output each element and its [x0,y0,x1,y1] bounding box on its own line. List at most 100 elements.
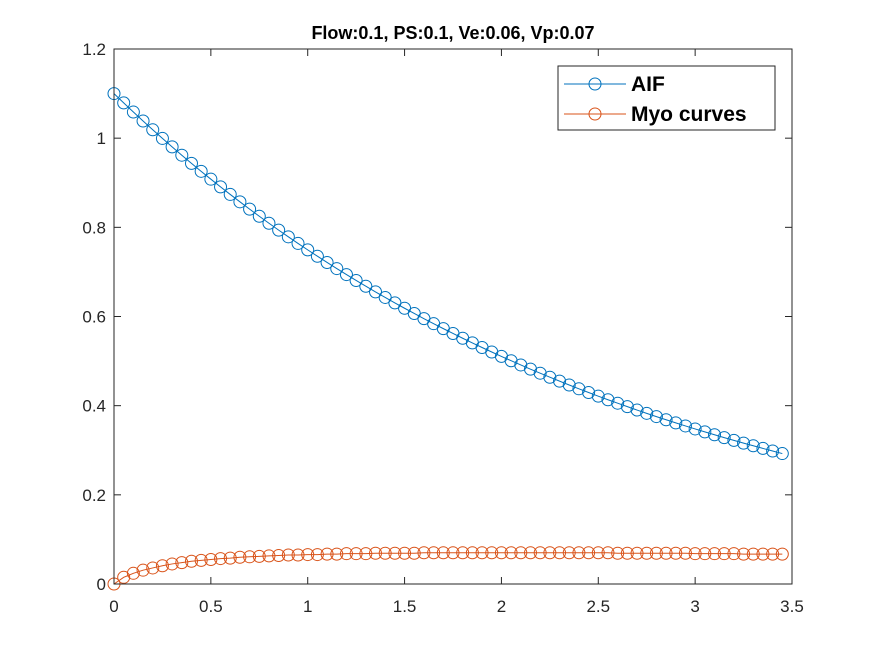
data-point-aif [591,389,605,403]
data-point-aif [330,262,344,276]
data-point-myo-curves [669,546,683,560]
data-point-aif [301,243,315,257]
data-point-myo-curves [630,546,644,560]
data-point-aif [320,255,334,269]
data-point-myo-curves [562,546,576,560]
data-point-aif [291,236,305,250]
data-point-myo-curves [126,566,140,580]
data-point-aif [533,366,547,380]
data-point-myo-curves [708,547,722,561]
y-tick-label: 0.8 [82,218,106,237]
data-point-myo-curves [310,548,324,562]
data-point-aif [756,441,770,455]
x-tick-label: 0 [109,597,118,616]
data-point-myo-curves [688,547,702,561]
data-point-myo-curves [504,546,518,560]
data-point-aif [223,187,237,201]
plot-area [114,49,792,584]
data-point-aif [582,386,596,400]
data-point-myo-curves [349,547,363,561]
data-point-myo-curves [543,546,557,560]
data-point-aif [369,285,383,299]
data-point-myo-curves [233,550,247,564]
data-point-myo-curves [398,546,412,560]
data-point-myo-curves [330,547,344,561]
x-tick-label: 1 [303,597,312,616]
y-tick-label: 1 [97,129,106,148]
y-tick-label: 0.6 [82,308,106,327]
data-point-myo-curves [388,546,402,560]
data-point-myo-curves [146,561,160,575]
x-tick-label: 2 [497,597,506,616]
data-point-myo-curves [465,546,479,560]
legend-marker-aif [588,77,602,91]
legend-marker-myo [588,107,602,121]
data-point-myo-curves [262,549,276,563]
data-point-myo-curves [475,546,489,560]
data-point-myo-curves [717,547,731,561]
x-tick-label: 1.5 [393,597,417,616]
data-point-myo-curves [223,551,237,565]
data-point-aif [204,172,218,186]
data-point-aif [649,410,663,424]
data-point-aif [184,156,198,170]
legend-label-aif: AIF [631,73,665,96]
series-layer [107,87,789,591]
data-point-myo-curves [369,546,383,560]
data-point-myo-curves [243,550,257,564]
data-point-myo-curves [649,546,663,560]
data-point-aif [165,140,179,154]
data-point-aif [737,436,751,450]
data-point-myo-curves [291,548,305,562]
legend-box [557,65,776,131]
data-point-aif [562,378,576,392]
data-point-aif [678,419,692,433]
y-tick-label: 0.4 [82,397,106,416]
data-point-aif [708,428,722,442]
data-point-aif [766,444,780,458]
data-point-myo-curves [427,546,441,560]
data-point-myo-curves [523,546,537,560]
x-tick-label: 3 [690,597,699,616]
data-point-aif [601,393,615,407]
data-point-myo-curves [117,570,131,584]
data-point-aif [659,413,673,427]
data-point-myo-curves [184,554,198,568]
data-point-myo-curves [659,546,673,560]
x-tick-label: 0.5 [199,597,223,616]
data-point-aif [553,374,567,388]
data-point-myo-curves [494,546,508,560]
data-point-aif [543,370,557,384]
data-point-myo-curves [155,559,169,573]
data-point-myo-curves [204,552,218,566]
data-point-myo-curves [359,547,373,561]
data-point-aif [146,123,160,137]
data-point-aif [727,433,741,447]
data-point-aif [523,362,537,376]
data-point-aif [572,382,586,396]
data-point-myo-curves [272,548,286,562]
data-point-myo-curves [582,546,596,560]
data-point-aif [272,223,286,237]
legend-label-myo: Myo curves [631,103,747,126]
data-point-myo-curves [737,547,751,561]
data-point-myo-curves [214,552,228,566]
data-point-aif [717,431,731,445]
data-point-myo-curves [601,546,615,560]
data-point-myo-curves [727,547,741,561]
data-point-aif [620,400,634,414]
x-tick-label: 3.5 [780,597,804,616]
data-point-aif [611,396,625,410]
data-point-aif [688,422,702,436]
data-point-myo-curves [620,546,634,560]
data-point-aif [262,216,276,230]
data-point-aif [746,439,760,453]
data-point-myo-curves [301,548,315,562]
data-point-aif [136,114,150,128]
data-point-myo-curves [591,546,605,560]
data-point-myo-curves [136,563,150,577]
data-point-myo-curves [281,548,295,562]
data-point-myo-curves [514,546,528,560]
data-point-aif [175,148,189,162]
